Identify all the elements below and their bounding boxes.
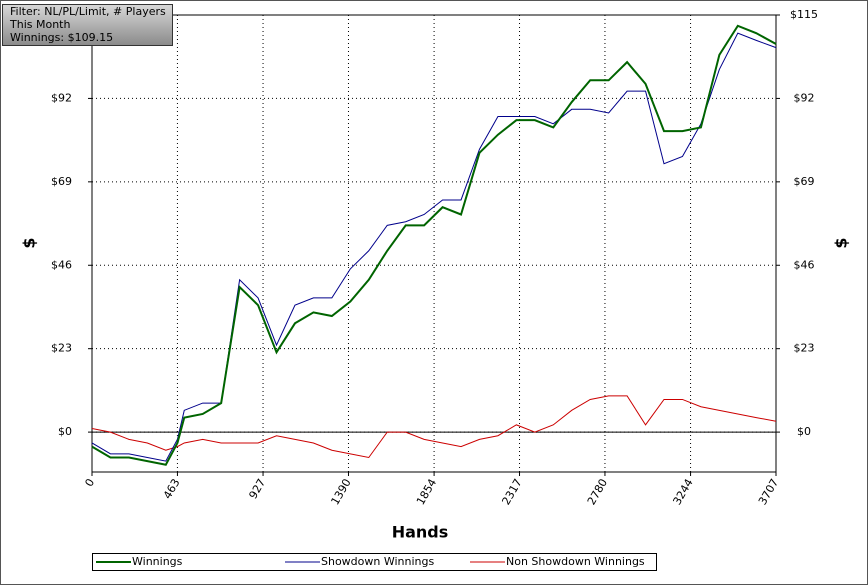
y-tick-label: $23	[51, 342, 72, 355]
x-axis-label: Hands	[392, 523, 449, 542]
y2-tick-label: $115	[790, 8, 818, 21]
legend-label: Showdown Winnings	[321, 555, 435, 568]
y-tick-label: $69	[51, 175, 72, 188]
filter-text: Winnings: $109.15	[10, 31, 113, 44]
series-line	[91, 395, 777, 459]
y2-tick-label: $23	[794, 342, 815, 355]
legend	[92, 553, 657, 571]
legend-label: Non Showdown Winnings	[506, 555, 645, 568]
filter-text: Filter: NL/PL/Limit, # Players	[10, 5, 166, 18]
y-tick-label: $46	[51, 258, 72, 271]
y-tick-label: $92	[51, 91, 72, 104]
y2-tick-label: $46	[794, 258, 815, 271]
y2-tick-label: $92	[794, 91, 815, 104]
y2-tick-label: $69	[794, 175, 815, 188]
y2-axis-label: $	[832, 237, 851, 248]
y2-tick-label: $0	[797, 425, 811, 438]
y-axis-label: $	[20, 237, 39, 248]
series-line	[91, 24, 777, 466]
series-line	[91, 32, 777, 462]
y-tick-label: $0	[58, 425, 72, 438]
filter-text: This Month	[9, 18, 70, 31]
legend-label: Winnings	[132, 555, 183, 568]
filter-box	[2, 4, 173, 46]
